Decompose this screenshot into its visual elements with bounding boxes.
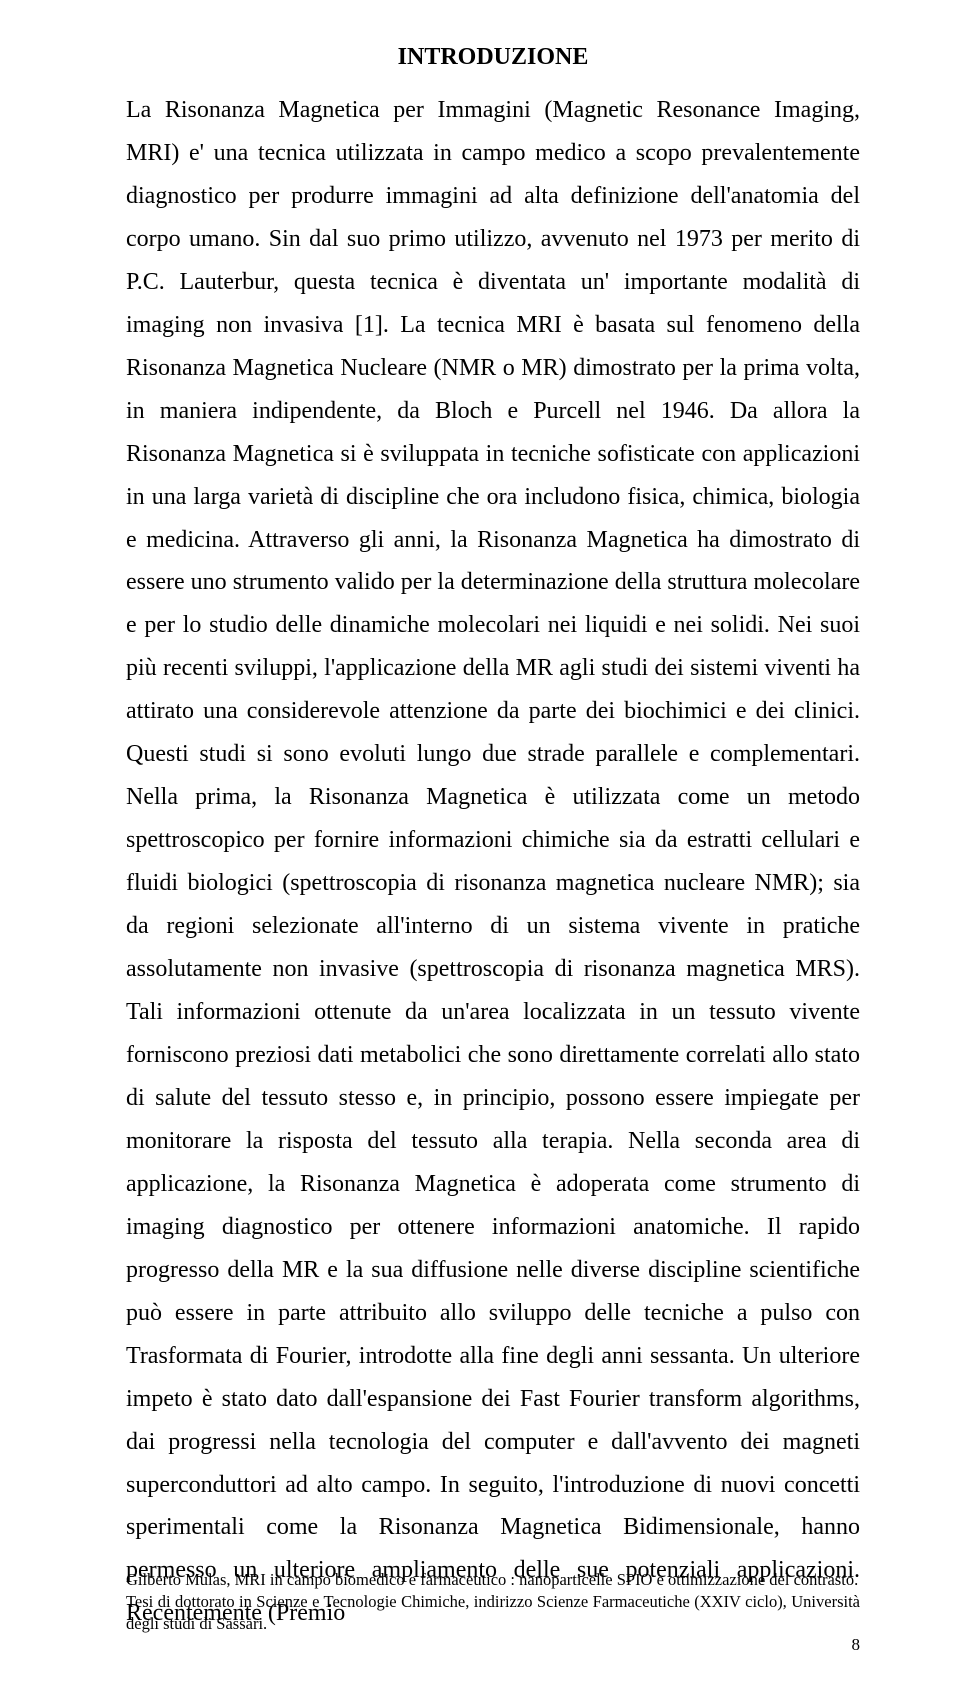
footer-citation-line1: Gilberto Mulas, MRI in campo biomedico e… bbox=[126, 1570, 858, 1589]
page-footer: Gilberto Mulas, MRI in campo biomedico e… bbox=[126, 1569, 860, 1636]
page-number: 8 bbox=[852, 1635, 861, 1655]
body-paragraph: La Risonanza Magnetica per Immagini (Mag… bbox=[126, 89, 860, 1635]
footer-citation-line2: Tesi di dottorato in Scienze e Tecnologi… bbox=[126, 1592, 860, 1633]
document-page: INTRODUZIONE La Risonanza Magnetica per … bbox=[0, 0, 960, 1685]
section-heading: INTRODUZIONE bbox=[126, 44, 860, 71]
